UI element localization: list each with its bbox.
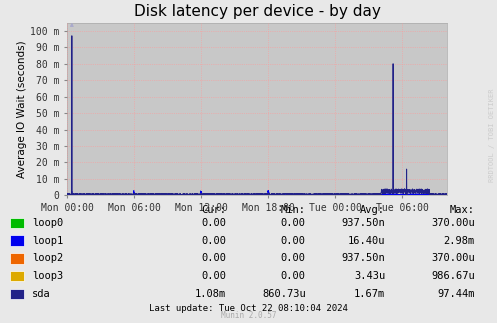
- Text: 0.00: 0.00: [201, 218, 226, 228]
- Text: 986.67u: 986.67u: [431, 271, 475, 281]
- Text: 2.98m: 2.98m: [443, 236, 475, 245]
- Text: 1.08m: 1.08m: [195, 289, 226, 299]
- Text: sda: sda: [32, 289, 51, 299]
- Title: Disk latency per device - by day: Disk latency per device - by day: [134, 4, 381, 19]
- Text: 3.43u: 3.43u: [354, 271, 385, 281]
- Text: 0.00: 0.00: [281, 271, 306, 281]
- Text: 0.00: 0.00: [201, 271, 226, 281]
- Text: loop1: loop1: [32, 236, 64, 245]
- Text: loop2: loop2: [32, 254, 64, 263]
- Text: 0.00: 0.00: [201, 254, 226, 263]
- Text: loop0: loop0: [32, 218, 64, 228]
- Text: Max:: Max:: [450, 205, 475, 215]
- Text: 0.00: 0.00: [281, 236, 306, 245]
- Text: 937.50n: 937.50n: [341, 254, 385, 263]
- Text: Min:: Min:: [281, 205, 306, 215]
- Text: 0.00: 0.00: [201, 236, 226, 245]
- Text: 937.50n: 937.50n: [341, 218, 385, 228]
- Text: Munin 2.0.57: Munin 2.0.57: [221, 311, 276, 320]
- Text: 1.67m: 1.67m: [354, 289, 385, 299]
- Text: RRDTOOL / TOBI OETIKER: RRDTOOL / TOBI OETIKER: [489, 89, 495, 182]
- Text: Cur:: Cur:: [201, 205, 226, 215]
- Text: 370.00u: 370.00u: [431, 218, 475, 228]
- Text: 370.00u: 370.00u: [431, 254, 475, 263]
- Text: loop3: loop3: [32, 271, 64, 281]
- Y-axis label: Average IO Wait (seconds): Average IO Wait (seconds): [17, 40, 27, 178]
- Text: 97.44m: 97.44m: [437, 289, 475, 299]
- Text: 16.40u: 16.40u: [348, 236, 385, 245]
- Text: 0.00: 0.00: [281, 218, 306, 228]
- Text: Last update: Tue Oct 22 08:10:04 2024: Last update: Tue Oct 22 08:10:04 2024: [149, 304, 348, 313]
- Text: 0.00: 0.00: [281, 254, 306, 263]
- Text: 860.73u: 860.73u: [262, 289, 306, 299]
- Text: Avg:: Avg:: [360, 205, 385, 215]
